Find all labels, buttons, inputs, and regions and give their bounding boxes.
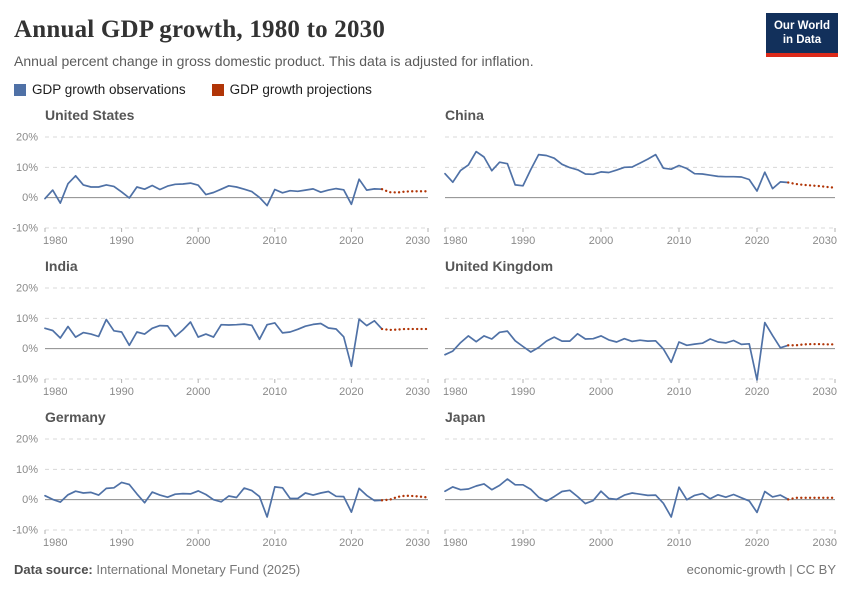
y-tick-label: -10% bbox=[12, 374, 38, 386]
chart-panel-japan: Japan 1980 1990 2000 2010 2020 2030 bbox=[430, 407, 850, 547]
x-tick-label: 1980 bbox=[443, 235, 467, 245]
data-source-value: International Monetary Fund (2025) bbox=[96, 562, 301, 577]
projections-line bbox=[380, 327, 430, 332]
x-tick-label: 2030 bbox=[813, 235, 837, 245]
footer-license-text: economic-growth | CC BY bbox=[686, 562, 836, 577]
gdp-line-chart: 20% 10% 0% -10% 1980 1990 2000 2010 2020 2030 bbox=[12, 132, 430, 246]
y-tick-label: 10% bbox=[16, 162, 38, 174]
projections-line bbox=[787, 496, 837, 501]
projections-line bbox=[787, 181, 837, 189]
y-tick-label: 0% bbox=[22, 494, 38, 506]
y-tick-label: 10% bbox=[16, 313, 38, 325]
x-tick-label: 1980 bbox=[43, 537, 67, 547]
page-subtitle: Annual percent change in gross domestic … bbox=[14, 53, 534, 69]
x-tick-label: 2000 bbox=[589, 235, 613, 245]
projections-line bbox=[380, 188, 430, 194]
x-tick-label: 2020 bbox=[745, 537, 769, 547]
chart-title: Germany bbox=[45, 409, 106, 425]
y-tick-label: -10% bbox=[12, 525, 38, 537]
observations-line bbox=[444, 150, 790, 192]
gdp-line-chart: 1980 1990 2000 2010 2020 2030 bbox=[443, 438, 837, 547]
x-tick-label: 2010 bbox=[263, 537, 287, 547]
page-title: Annual GDP growth, 1980 to 2030 bbox=[14, 16, 386, 43]
observations-line bbox=[44, 481, 383, 518]
chart-title: United Kingdom bbox=[445, 258, 554, 274]
y-tick-label: 0% bbox=[22, 192, 38, 204]
owid-logo-line1: Our World bbox=[773, 20, 830, 32]
x-tick-label: 2020 bbox=[339, 537, 363, 547]
x-tick-label: 2010 bbox=[263, 386, 287, 396]
x-tick-label: 2030 bbox=[813, 537, 837, 547]
chart-panel-india: India 20% 10% 0% -10% 1980 1990 2000 2010 2020 203… bbox=[0, 256, 430, 396]
chart-footer: Data source: International Monetary Fund… bbox=[0, 547, 850, 577]
observations-line bbox=[44, 174, 383, 207]
x-tick-label: 1990 bbox=[511, 537, 535, 547]
x-tick-label: 1990 bbox=[109, 235, 133, 245]
chart-title: Japan bbox=[445, 409, 486, 425]
observations-line bbox=[444, 478, 790, 518]
x-tick-label: 2030 bbox=[406, 235, 430, 245]
x-tick-label: 2010 bbox=[263, 235, 287, 245]
x-tick-label: 1980 bbox=[443, 537, 467, 547]
x-tick-label: 2030 bbox=[813, 386, 837, 396]
x-tick-label: 1990 bbox=[511, 386, 535, 396]
data-source-label: Data source: bbox=[14, 562, 93, 577]
y-tick-label: 20% bbox=[16, 434, 38, 446]
gdp-line-chart: 1980 1990 2000 2010 2020 2030 bbox=[443, 136, 837, 245]
x-tick-label: 2000 bbox=[186, 386, 210, 396]
chart-header: Our World in Data Annual GDP growth, 198… bbox=[0, 0, 850, 97]
owid-logo-line2: in Data bbox=[782, 34, 822, 47]
chart-panel-germany: Germany 20% 10% 0% -10% 1980 1990 2000 2010 2020 2… bbox=[0, 407, 430, 547]
x-tick-label: 2020 bbox=[339, 386, 363, 396]
x-tick-label: 1980 bbox=[43, 235, 67, 245]
x-tick-label: 2010 bbox=[667, 386, 691, 396]
x-tick-label: 1990 bbox=[109, 386, 133, 396]
chart-panel-china: China 1980 1990 2000 2010 2020 2030 bbox=[430, 105, 850, 245]
x-tick-label: 2000 bbox=[186, 235, 210, 245]
x-tick-label: 2010 bbox=[667, 235, 691, 245]
x-tick-label: 2010 bbox=[667, 537, 691, 547]
observations-line bbox=[44, 318, 383, 368]
gdp-line-chart: 20% 10% 0% -10% 1980 1990 2000 2010 2020 2030 bbox=[12, 434, 430, 548]
x-tick-label: 1980 bbox=[43, 386, 67, 396]
x-tick-label: 2020 bbox=[745, 235, 769, 245]
x-tick-label: 2030 bbox=[406, 386, 430, 396]
x-tick-label: 1990 bbox=[109, 537, 133, 547]
x-tick-label: 2020 bbox=[339, 235, 363, 245]
y-tick-label: 0% bbox=[22, 343, 38, 355]
y-tick-label: 20% bbox=[16, 283, 38, 295]
x-tick-label: 2020 bbox=[745, 386, 769, 396]
chart-title: China bbox=[445, 107, 484, 123]
legend: GDP growth observations GDP growth proje… bbox=[14, 82, 836, 97]
projections-line bbox=[380, 494, 430, 502]
observations-color-swatch bbox=[14, 83, 26, 96]
owid-logo: Our World in Data bbox=[765, 13, 838, 57]
y-tick-label: 20% bbox=[16, 132, 38, 144]
legend-item-projections: GDP growth projections bbox=[211, 82, 372, 97]
legend-label-observations: GDP growth observations bbox=[32, 82, 186, 97]
x-tick-label: 2000 bbox=[186, 537, 210, 547]
chart-panel-united-kingdom: United Kingdom 1980 1990 2000 2010 2020 2030 bbox=[430, 256, 850, 396]
chart-title: India bbox=[45, 258, 78, 274]
projections-color-swatch bbox=[211, 83, 224, 96]
observations-line bbox=[444, 321, 790, 381]
chart-panel-united-states: United States 20% 10% 0% -10% 1980 1990 2000 201… bbox=[0, 105, 430, 245]
x-tick-label: 2000 bbox=[589, 537, 613, 547]
y-tick-label: -10% bbox=[12, 223, 38, 235]
legend-item-observations: GDP growth observations bbox=[14, 82, 186, 97]
x-tick-label: 2000 bbox=[589, 386, 613, 396]
chart-title: United States bbox=[45, 107, 135, 123]
x-tick-label: 2030 bbox=[406, 537, 430, 547]
y-tick-label: 10% bbox=[16, 464, 38, 476]
gdp-line-chart: 1980 1990 2000 2010 2020 2030 bbox=[443, 287, 837, 396]
gdp-line-chart: 20% 10% 0% -10% 1980 1990 2000 2010 2020 2030 bbox=[12, 283, 430, 397]
x-tick-label: 1980 bbox=[443, 386, 467, 396]
projections-line bbox=[787, 342, 837, 347]
x-tick-label: 1990 bbox=[511, 235, 535, 245]
charts-grid: United States 20% 10% 0% -10% 1980 1990 2000 201… bbox=[0, 105, 850, 547]
legend-label-projections: GDP growth projections bbox=[229, 82, 372, 97]
data-source: Data source: International Monetary Fund… bbox=[14, 562, 300, 577]
